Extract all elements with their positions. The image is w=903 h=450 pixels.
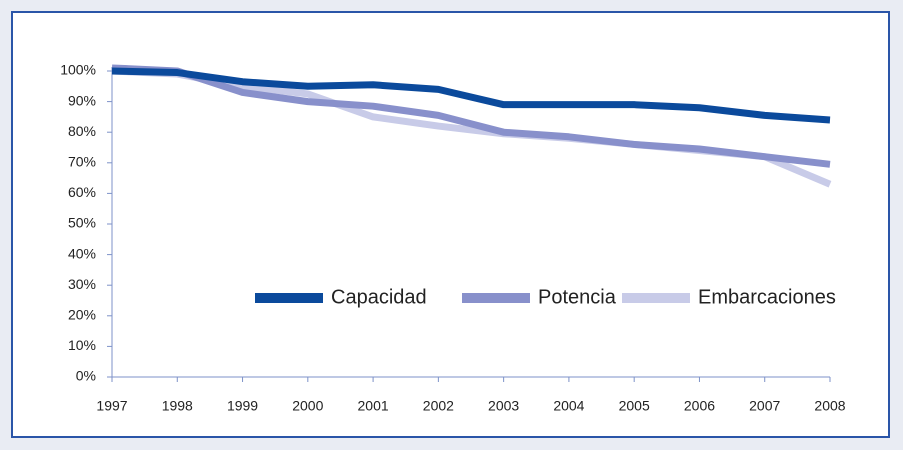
y-tick-label: 10% bbox=[68, 337, 96, 353]
x-tick-label: 1999 bbox=[227, 398, 258, 414]
y-tick-label: 20% bbox=[68, 307, 96, 323]
x-tick-label: 2000 bbox=[292, 398, 323, 414]
y-tick-label: 0% bbox=[76, 368, 96, 384]
series-line bbox=[111, 64, 831, 168]
y-tick-label: 100% bbox=[60, 62, 96, 78]
y-tick-label: 50% bbox=[68, 215, 96, 231]
series-line bbox=[111, 67, 831, 124]
x-tick-label: 2001 bbox=[358, 398, 389, 414]
y-tick-label: 90% bbox=[68, 92, 96, 108]
y-tick-label: 40% bbox=[68, 245, 96, 261]
legend-label: Capacidad bbox=[331, 286, 427, 308]
x-tick-label: 1997 bbox=[96, 398, 127, 414]
legend-swatch bbox=[622, 293, 690, 303]
y-tick-label: 70% bbox=[68, 154, 96, 170]
x-tick-label: 2007 bbox=[749, 398, 780, 414]
x-tick-label: 1998 bbox=[162, 398, 193, 414]
x-tick-label: 2004 bbox=[553, 398, 584, 414]
y-tick-label: 30% bbox=[68, 276, 96, 292]
legend-swatch bbox=[462, 293, 530, 303]
legend-swatch bbox=[255, 293, 323, 303]
y-tick-label: 60% bbox=[68, 184, 96, 200]
x-tick-label: 2002 bbox=[423, 398, 454, 414]
x-tick-label: 2003 bbox=[488, 398, 519, 414]
x-tick-label: 2006 bbox=[684, 398, 715, 414]
y-tick-label: 80% bbox=[68, 123, 96, 139]
legend-label: Embarcaciones bbox=[698, 286, 836, 308]
legend-label: Potencia bbox=[538, 286, 617, 308]
x-tick-label: 2008 bbox=[814, 398, 845, 414]
frame bbox=[11, 11, 890, 438]
x-tick-label: 2005 bbox=[619, 398, 650, 414]
